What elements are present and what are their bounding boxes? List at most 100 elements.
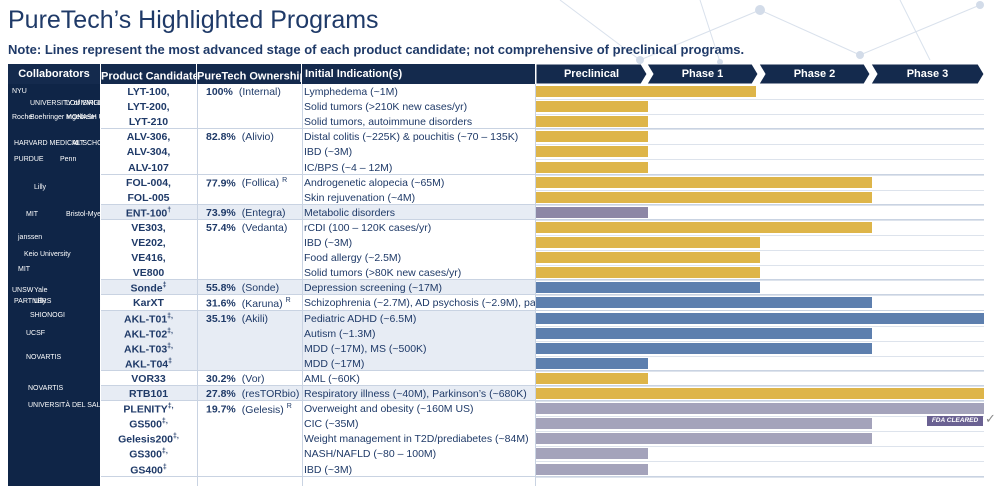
indication-cell: IBD (~3M) [304, 146, 353, 159]
candidate-cell: Gelesis200‡, [101, 433, 196, 446]
progress-bar [536, 418, 872, 430]
candidate-cell: FOL-005 [101, 192, 196, 204]
program-group [101, 295, 535, 311]
ownership-company: (Internal) [238, 86, 281, 98]
pipeline-track [536, 432, 984, 448]
ownership-footnote: R [285, 297, 291, 305]
progress-bar [536, 116, 648, 128]
ownership-footnote: R [282, 176, 288, 184]
ownership-percent: 27.8% [206, 388, 236, 400]
pipeline-track [536, 447, 984, 463]
indication-cell: IC/BPS (~4 – 12M) [304, 161, 393, 174]
candidate-name: AKL-T01 [123, 313, 168, 325]
collaborator-logo: NYU [12, 88, 27, 95]
pipeline-track [536, 387, 984, 402]
pipeline-track [536, 463, 984, 478]
progress-bar [536, 86, 756, 97]
collaborator-logo: Keio University [24, 251, 71, 258]
pipeline-track [536, 115, 984, 131]
progress-bar [536, 131, 648, 143]
candidate-name: GS300 [129, 448, 162, 461]
indication-cell: Pediatric ADHD (~6.5M) [304, 312, 417, 325]
pipeline-track [536, 221, 984, 236]
page-subtitle: Note: Lines represent the most advanced … [8, 42, 745, 57]
page-title: PureTech’s Highlighted Programs [8, 6, 379, 34]
collaborators-column [8, 84, 100, 486]
program-group [101, 84, 535, 130]
collaborator-logo: LOUISVILLE [66, 100, 107, 107]
indication-cell: Androgenetic alopecia (~65M) [304, 176, 445, 189]
candidate-name: AKL-T02 [123, 328, 168, 341]
progress-bar [536, 372, 648, 384]
candidate-cell: LYT-210 [101, 116, 196, 128]
collaborator-logo: NOVARTIS [28, 385, 64, 392]
progress-bar [536, 221, 872, 233]
pipeline-track [536, 130, 984, 146]
progress-bar [536, 237, 760, 248]
candidate-name: VOR33 [131, 372, 166, 385]
candidate-cell: VE202, [101, 237, 196, 249]
progress-bar [536, 176, 872, 188]
pipeline-track [536, 281, 984, 297]
candidate-cell: AKL-T04‡ [101, 358, 196, 371]
candidate-footnote: ‡, [167, 312, 173, 320]
ownership-cell: 27.8% (resTORbio) [206, 388, 299, 400]
progress-bar [536, 161, 648, 173]
phase-label: Phase 3 [906, 68, 949, 80]
program-group [101, 310, 535, 371]
ownership-company: (Sonde) [241, 282, 280, 295]
collaborator-logo: MIT [72, 140, 85, 147]
ownership-company: (Akili) [241, 312, 269, 325]
candidate-name: RTB101 [128, 388, 169, 400]
collaborator-logo: Yale [34, 287, 48, 294]
candidate-footnote: ‡, [173, 433, 179, 441]
candidate-name: AKL-T04 [124, 358, 169, 371]
candidate-cell: ALV-304, [101, 146, 196, 158]
progress-bar [536, 312, 984, 324]
candidate-name: ALV-306, [126, 131, 171, 144]
candidate-footnote: † [167, 206, 172, 214]
column-divider [535, 84, 536, 486]
candidate-cell: VE800 [101, 267, 196, 279]
indication-cell: IBD (~3M) [304, 237, 353, 249]
candidate-name: LYT-200, [127, 101, 170, 114]
phase-header-2: Phase 1 [647, 64, 758, 84]
ownership-company: (Alivio) [241, 131, 274, 144]
candidate-cell: ALV-306, [101, 131, 196, 143]
candidate-name: KarXT [133, 297, 164, 310]
candidate-footnote: ‡ [162, 463, 167, 471]
group-separator [101, 400, 984, 402]
pipeline-track [536, 161, 984, 176]
collaborator-logo: janssen [18, 234, 43, 241]
indication-cell: Skin rejuvenation (~4M) [304, 191, 416, 204]
candidate-name: VE416, [131, 252, 166, 265]
progress-bar [536, 327, 872, 339]
pipeline-track [536, 85, 984, 100]
pipeline-track [536, 100, 984, 116]
header-indication: Initial Indication(s) [302, 64, 535, 84]
indication-cell: MDD (~17M), MS (~500K) [304, 342, 427, 355]
candidate-cell: FOL-004, [101, 177, 196, 189]
ownership-cell: 55.8% (Sonde) [206, 282, 279, 294]
candidate-name: ALV-304, [126, 146, 171, 159]
candidate-cell: ENT-100† [101, 207, 196, 220]
group-separator [101, 218, 984, 220]
pipeline-track [536, 251, 984, 267]
indication-cell: Schizophrenia (~2.7M), AD psychosis (~2.… [304, 297, 544, 310]
candidate-name: LYT-100, [127, 86, 170, 98]
candidate-name: VE202, [131, 237, 166, 249]
program-group [101, 129, 535, 175]
pipeline-track [536, 357, 984, 372]
indication-cell: CIC (~35M) [304, 418, 359, 431]
collaborator-logo: PURDUE [14, 156, 44, 163]
progress-bar [536, 297, 872, 309]
ownership-percent: 77.9% [206, 177, 236, 190]
collaborator-logo: PARTNERS [14, 298, 52, 305]
ownership-percent: 55.8% [206, 282, 236, 295]
candidate-footnote: ‡, [167, 342, 173, 350]
candidate-cell: ALV-107 [101, 162, 196, 174]
candidate-name: VE303, [131, 221, 166, 234]
collaborator-logo: MIT [18, 266, 31, 273]
candidate-cell: AKL-T03‡, [101, 343, 196, 356]
indication-cell: Respiratory illness (~40M), Parkinson’s … [304, 388, 527, 400]
